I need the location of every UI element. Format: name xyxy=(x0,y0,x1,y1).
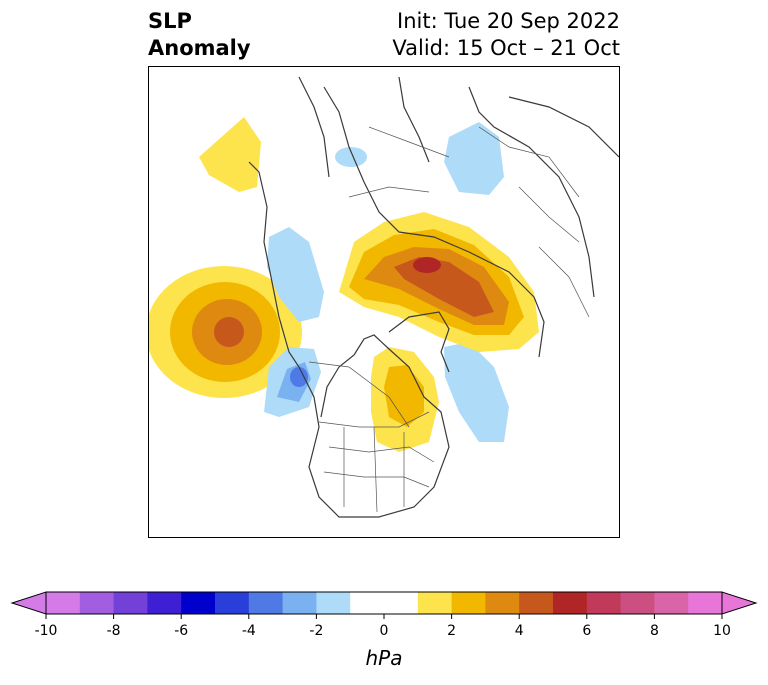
colorbar: -10 -8 -6 -4 -2 0 2 4 6 8 10 hPa xyxy=(0,585,768,685)
anomaly-north-pacific-high xyxy=(149,266,302,398)
colorbar-bin xyxy=(248,592,284,614)
colorbar-bin xyxy=(316,592,351,614)
colorbar-bin xyxy=(113,592,148,614)
map-panel xyxy=(148,66,620,538)
colorbar-bin xyxy=(620,592,655,614)
colorbar-bin xyxy=(282,592,317,614)
colorbar-bin xyxy=(79,592,115,614)
init-date: Init: Tue 20 Sep 2022 xyxy=(397,9,620,33)
colorbar-bin xyxy=(181,592,216,614)
anomaly-canada-high xyxy=(371,347,439,452)
colorbar-bin xyxy=(350,592,419,614)
colorbar-bin xyxy=(46,592,81,614)
colorbar-tick-label: -10 xyxy=(35,623,58,639)
colorbar-tick-label: -6 xyxy=(174,623,188,639)
colorbar-bin xyxy=(451,592,486,614)
colorbar-tick-label: 0 xyxy=(380,623,389,639)
colorbar-extend-max xyxy=(721,591,758,615)
valid-range: Valid: 15 Oct – 21 Oct xyxy=(392,36,620,60)
anomaly-atlantic-low xyxy=(444,342,509,442)
map-title: SLP Anomaly xyxy=(148,8,251,62)
colorbar-tick-label: 10 xyxy=(713,623,731,639)
colorbar-bin xyxy=(586,592,622,614)
colorbar-tick-label: 4 xyxy=(515,623,524,639)
anomaly-map xyxy=(149,76,619,518)
title-variable: SLP xyxy=(148,9,192,33)
colorbar-tick-label: -4 xyxy=(242,623,256,639)
colorbar-bin xyxy=(654,592,689,614)
colorbar-bin xyxy=(485,592,520,614)
anomaly-europe-high xyxy=(339,212,539,352)
colorbar-graphic: -10 -8 -6 -4 -2 0 2 4 6 8 10 hPa xyxy=(10,591,758,670)
anomaly-asia-low xyxy=(444,122,504,195)
anomaly-alaska-low xyxy=(267,227,324,322)
colorbar-bin xyxy=(519,592,554,614)
colorbar-extend-min xyxy=(10,591,47,615)
colorbar-bin xyxy=(688,592,723,614)
colorbar-tick-label: 6 xyxy=(582,623,591,639)
colorbar-tick-label: 2 xyxy=(447,623,456,639)
colorbar-unit-label: hPa xyxy=(366,646,403,670)
colorbar-tick-label: 8 xyxy=(650,623,659,639)
country-borders xyxy=(308,126,590,513)
colorbar-tick-label: -2 xyxy=(309,623,323,639)
colorbar-bin xyxy=(417,592,453,614)
anomaly-bering-high xyxy=(199,117,261,192)
coastlines xyxy=(248,76,619,518)
colorbar-bin xyxy=(215,592,250,614)
colorbar-bin xyxy=(553,592,588,614)
anomaly-arctic-low xyxy=(335,147,367,167)
colorbar-tick-label: -8 xyxy=(107,623,121,639)
title-field: Anomaly xyxy=(148,36,251,60)
colorbar-bin xyxy=(147,592,182,614)
anomaly-ne-pacific-low xyxy=(264,347,321,417)
map-subtitle: Init: Tue 20 Sep 2022 Valid: 15 Oct – 21… xyxy=(392,8,620,62)
